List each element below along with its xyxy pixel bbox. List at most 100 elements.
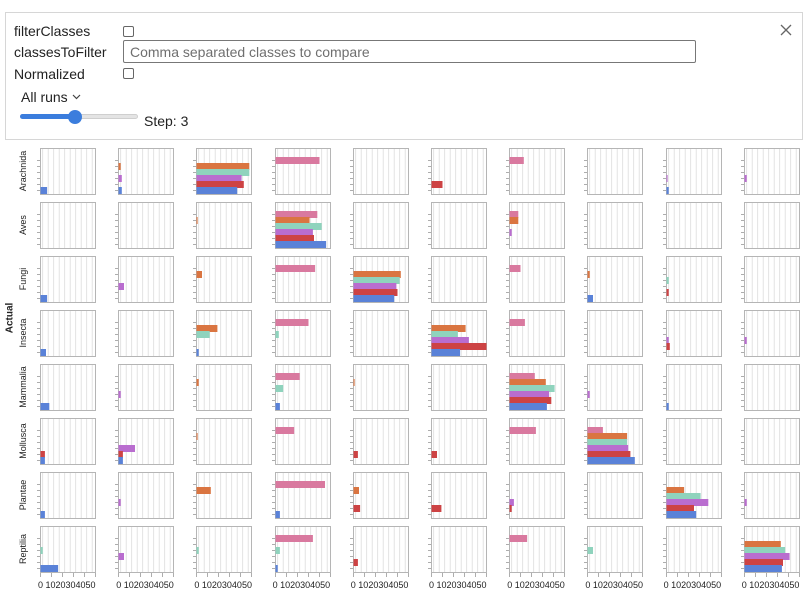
bar-run-6[interactable] bbox=[118, 187, 122, 194]
bar-run-4[interactable] bbox=[744, 337, 747, 344]
bar-run-6[interactable] bbox=[666, 511, 696, 518]
bar-run-6[interactable] bbox=[40, 565, 59, 572]
bar-run-1[interactable] bbox=[509, 535, 528, 542]
bar-run-5[interactable] bbox=[431, 181, 443, 188]
bar-run-6[interactable] bbox=[40, 511, 45, 518]
bar-run-5[interactable] bbox=[431, 505, 442, 512]
bar-run-2[interactable] bbox=[196, 271, 203, 278]
bar-run-3[interactable] bbox=[587, 439, 628, 446]
bar-run-4[interactable] bbox=[118, 175, 122, 182]
bar-run-4[interactable] bbox=[509, 229, 512, 236]
bar-run-6[interactable] bbox=[509, 403, 548, 410]
bar-run-1[interactable] bbox=[275, 157, 320, 164]
bar-run-4[interactable] bbox=[118, 283, 125, 290]
slider-thumb[interactable] bbox=[68, 110, 83, 124]
bar-run-1[interactable] bbox=[509, 157, 524, 164]
bar-run-2[interactable] bbox=[353, 271, 401, 278]
bar-run-2[interactable] bbox=[587, 271, 591, 278]
runs-dropdown[interactable]: All runs bbox=[21, 89, 81, 105]
bar-run-4[interactable] bbox=[744, 553, 790, 560]
bar-run-2[interactable] bbox=[353, 379, 355, 386]
bar-run-3[interactable] bbox=[353, 277, 400, 284]
bar-run-3[interactable] bbox=[196, 169, 250, 176]
bar-run-4[interactable] bbox=[587, 391, 591, 398]
bar-run-4[interactable] bbox=[431, 337, 469, 344]
bar-run-3[interactable] bbox=[666, 493, 701, 500]
bar-run-6[interactable] bbox=[666, 187, 669, 194]
bar-run-5[interactable] bbox=[118, 451, 124, 458]
bar-run-6[interactable] bbox=[40, 349, 47, 356]
bar-run-2[interactable] bbox=[196, 325, 218, 332]
bar-run-3[interactable] bbox=[40, 547, 43, 554]
bar-run-2[interactable] bbox=[587, 433, 628, 440]
bar-run-6[interactable] bbox=[196, 349, 200, 356]
bar-run-4[interactable] bbox=[666, 175, 668, 182]
bar-run-2[interactable] bbox=[196, 379, 200, 386]
bar-run-1[interactable] bbox=[275, 211, 317, 218]
bar-run-2[interactable] bbox=[353, 487, 359, 494]
bar-run-1[interactable] bbox=[275, 373, 300, 380]
bar-run-6[interactable] bbox=[40, 403, 50, 410]
bar-run-4[interactable] bbox=[118, 391, 121, 398]
bar-run-5[interactable] bbox=[431, 343, 487, 350]
bar-run-4[interactable] bbox=[509, 499, 515, 506]
bar-run-6[interactable] bbox=[353, 295, 394, 302]
bar-run-6[interactable] bbox=[275, 565, 278, 572]
bar-run-3[interactable] bbox=[431, 331, 458, 338]
bar-run-2[interactable] bbox=[509, 217, 519, 224]
bar-run-5[interactable] bbox=[744, 559, 783, 566]
bar-run-1[interactable] bbox=[587, 427, 604, 434]
bar-run-6[interactable] bbox=[431, 349, 461, 356]
bar-run-3[interactable] bbox=[196, 331, 211, 338]
bar-run-1[interactable] bbox=[275, 535, 313, 542]
bar-run-4[interactable] bbox=[118, 553, 125, 560]
bar-run-3[interactable] bbox=[509, 385, 555, 392]
bar-run-5[interactable] bbox=[431, 451, 438, 458]
filter-classes-checkbox[interactable] bbox=[123, 26, 134, 37]
bar-run-1[interactable] bbox=[275, 265, 315, 272]
bar-run-4[interactable] bbox=[587, 445, 629, 452]
bar-run-4[interactable] bbox=[118, 499, 121, 506]
bar-run-5[interactable] bbox=[666, 505, 694, 512]
bar-run-5[interactable] bbox=[509, 505, 512, 512]
normalized-checkbox[interactable] bbox=[123, 68, 134, 79]
bar-run-4[interactable] bbox=[118, 445, 136, 452]
bar-run-6[interactable] bbox=[40, 187, 48, 194]
bar-run-1[interactable] bbox=[509, 427, 537, 434]
bar-run-6[interactable] bbox=[118, 457, 124, 464]
bar-run-3[interactable] bbox=[196, 547, 200, 554]
bar-run-3[interactable] bbox=[666, 277, 669, 284]
bar-run-5[interactable] bbox=[587, 451, 631, 458]
bar-run-4[interactable] bbox=[744, 499, 747, 506]
bar-run-6[interactable] bbox=[275, 511, 280, 518]
bar-run-1[interactable] bbox=[275, 481, 325, 488]
bar-run-5[interactable] bbox=[275, 235, 314, 242]
bar-run-1[interactable] bbox=[509, 373, 535, 380]
step-slider[interactable] bbox=[20, 110, 138, 124]
bar-run-5[interactable] bbox=[353, 559, 358, 566]
bar-run-2[interactable] bbox=[744, 541, 781, 548]
bar-run-1[interactable] bbox=[509, 211, 519, 218]
classes-to-filter-input[interactable] bbox=[123, 40, 696, 63]
bar-run-1[interactable] bbox=[275, 427, 294, 434]
bar-run-4[interactable] bbox=[509, 391, 550, 398]
bar-run-3[interactable] bbox=[275, 331, 279, 338]
bar-run-4[interactable] bbox=[275, 229, 313, 236]
bar-run-2[interactable] bbox=[196, 487, 212, 494]
bar-run-5[interactable] bbox=[40, 451, 45, 458]
bar-run-6[interactable] bbox=[196, 187, 238, 194]
bar-run-5[interactable] bbox=[666, 289, 669, 296]
bar-run-5[interactable] bbox=[353, 451, 358, 458]
bar-run-4[interactable] bbox=[353, 283, 397, 290]
bar-run-6[interactable] bbox=[666, 403, 669, 410]
bar-run-2[interactable] bbox=[196, 217, 198, 224]
bar-run-6[interactable] bbox=[40, 457, 45, 464]
bar-run-3[interactable] bbox=[275, 223, 322, 230]
bar-run-4[interactable] bbox=[744, 175, 747, 182]
bar-run-2[interactable] bbox=[275, 217, 310, 224]
bar-run-3[interactable] bbox=[275, 547, 280, 554]
bar-run-6[interactable] bbox=[275, 403, 280, 410]
bar-run-6[interactable] bbox=[587, 457, 636, 464]
bar-run-5[interactable] bbox=[353, 289, 398, 296]
bar-run-6[interactable] bbox=[587, 295, 594, 302]
